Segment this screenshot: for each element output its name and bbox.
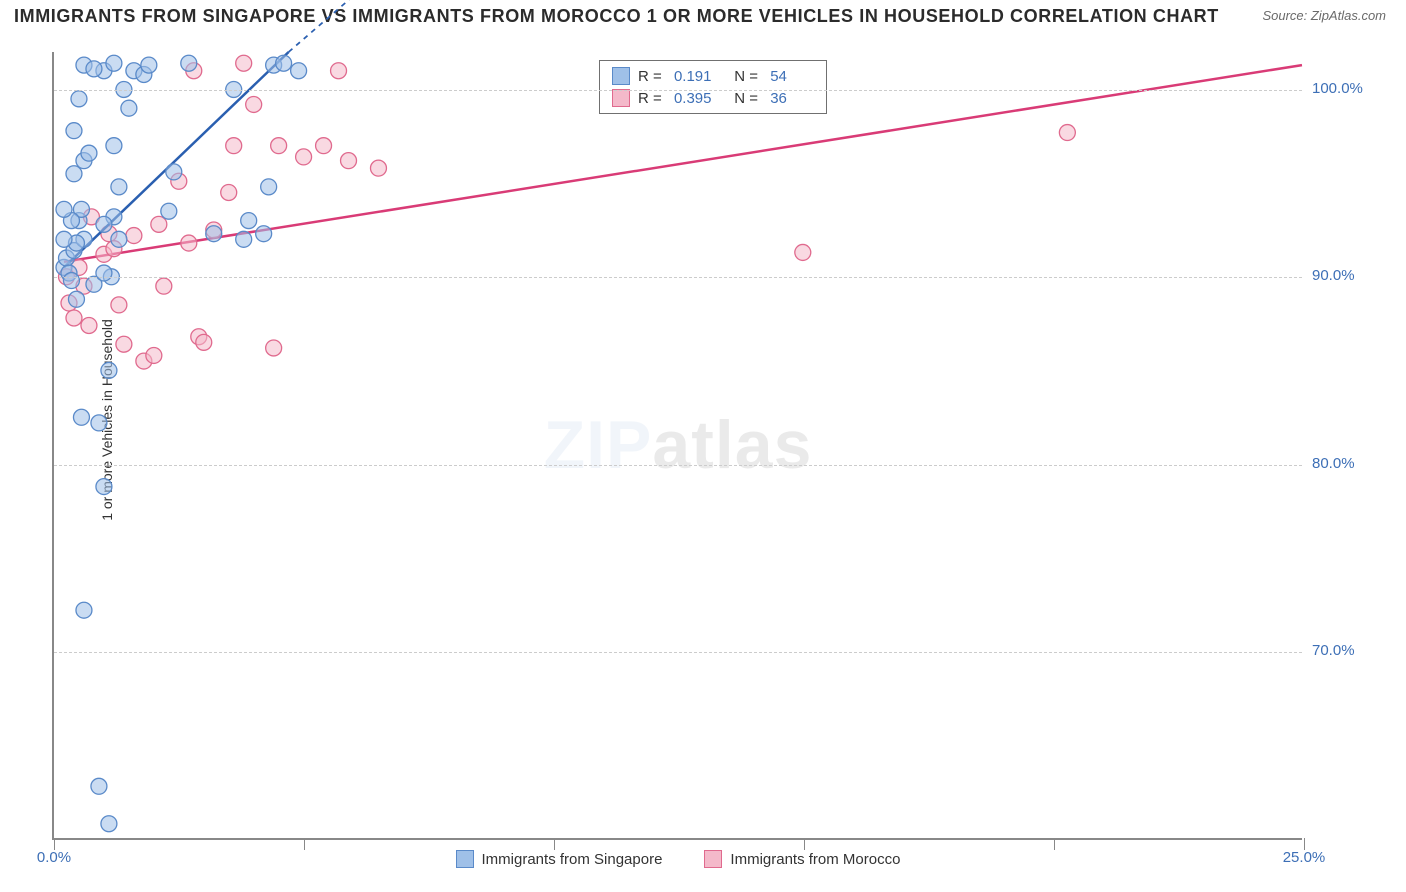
data-point	[66, 310, 82, 326]
y-tick-label: 80.0%	[1312, 455, 1402, 472]
data-point	[241, 213, 257, 229]
data-point	[1059, 125, 1075, 141]
stat-n-value: 36	[770, 90, 814, 107]
correlation-stat-box: R = 0.191 N = 54R = 0.395 N = 36	[599, 60, 827, 114]
chart-container: IMMIGRANTS FROM SINGAPORE VS IMMIGRANTS …	[0, 0, 1406, 892]
scatter-svg-layer	[54, 52, 1302, 839]
data-point	[795, 244, 811, 260]
data-point	[101, 362, 117, 378]
data-point	[66, 166, 82, 182]
stat-r-label: R =	[638, 68, 666, 85]
legend-label: Immigrants from Morocco	[730, 851, 900, 868]
data-point	[221, 185, 237, 201]
plot-area: R = 0.191 N = 54R = 0.395 N = 36 ZIPatla…	[52, 52, 1302, 840]
data-point	[156, 278, 172, 294]
data-point	[271, 138, 287, 154]
x-tick-mark	[804, 838, 805, 850]
data-point	[126, 228, 142, 244]
y-tick-label: 100.0%	[1312, 80, 1402, 97]
x-tick-label: 25.0%	[1264, 849, 1344, 866]
stat-n-value: 54	[770, 68, 814, 85]
data-point	[86, 61, 102, 77]
x-tick-mark	[54, 838, 55, 850]
legend-item: Immigrants from Morocco	[704, 850, 900, 868]
y-tick-label: 90.0%	[1312, 267, 1402, 284]
legend-swatch	[704, 850, 722, 868]
data-point	[341, 153, 357, 169]
data-point	[96, 479, 112, 495]
data-point	[146, 347, 162, 363]
data-point	[56, 231, 72, 247]
data-point	[111, 297, 127, 313]
data-point	[370, 160, 386, 176]
data-point	[121, 100, 137, 116]
data-point	[76, 602, 92, 618]
data-point	[226, 138, 242, 154]
legend-swatch	[612, 67, 630, 85]
gridline-h	[54, 465, 1302, 466]
data-point	[166, 164, 182, 180]
data-point	[91, 778, 107, 794]
data-point	[71, 91, 87, 107]
legend-label: Immigrants from Singapore	[482, 851, 663, 868]
data-point	[246, 96, 262, 112]
data-point	[316, 138, 332, 154]
x-tick-label: 0.0%	[14, 849, 94, 866]
stat-n-label: N =	[726, 68, 762, 85]
data-point	[181, 55, 197, 71]
x-tick-mark	[1054, 838, 1055, 850]
data-point	[331, 63, 347, 79]
data-point	[106, 55, 122, 71]
legend-swatch	[456, 850, 474, 868]
stat-r-value: 0.191	[674, 68, 718, 85]
data-point	[236, 55, 252, 71]
data-point	[111, 231, 127, 247]
x-tick-mark	[1304, 838, 1305, 850]
data-point	[141, 57, 157, 73]
data-point	[73, 409, 89, 425]
gridline-h	[54, 652, 1302, 653]
data-point	[96, 216, 112, 232]
gridline-h	[54, 277, 1302, 278]
data-point	[96, 265, 112, 281]
data-point	[256, 226, 272, 242]
stat-r-label: R =	[638, 90, 666, 107]
data-point	[181, 235, 197, 251]
data-point	[161, 203, 177, 219]
data-point	[63, 273, 79, 289]
gridline-h	[54, 90, 1302, 91]
data-point	[291, 63, 307, 79]
x-tick-mark	[304, 838, 305, 850]
stat-n-label: N =	[726, 90, 762, 107]
data-point	[276, 55, 292, 71]
legend-bottom: Immigrants from Singapore Immigrants from…	[54, 850, 1302, 868]
legend-swatch	[612, 89, 630, 107]
source-label: Source: ZipAtlas.com	[1262, 8, 1386, 23]
stat-row: R = 0.395 N = 36	[612, 89, 814, 107]
data-point	[296, 149, 312, 165]
stat-row: R = 0.191 N = 54	[612, 67, 814, 85]
data-point	[56, 201, 72, 217]
data-point	[116, 336, 132, 352]
data-point	[151, 216, 167, 232]
x-tick-mark	[554, 838, 555, 850]
chart-title: IMMIGRANTS FROM SINGAPORE VS IMMIGRANTS …	[14, 6, 1219, 27]
y-tick-label: 70.0%	[1312, 642, 1402, 659]
data-point	[261, 179, 277, 195]
data-point	[81, 317, 97, 333]
data-point	[91, 415, 107, 431]
data-point	[206, 226, 222, 242]
stat-r-value: 0.395	[674, 90, 718, 107]
data-point	[68, 291, 84, 307]
data-point	[266, 340, 282, 356]
data-point	[111, 179, 127, 195]
data-point	[236, 231, 252, 247]
data-point	[106, 138, 122, 154]
data-point	[81, 145, 97, 161]
data-point	[101, 816, 117, 832]
data-point	[196, 334, 212, 350]
trend-line	[64, 52, 289, 267]
legend-item: Immigrants from Singapore	[456, 850, 663, 868]
data-point	[66, 123, 82, 139]
